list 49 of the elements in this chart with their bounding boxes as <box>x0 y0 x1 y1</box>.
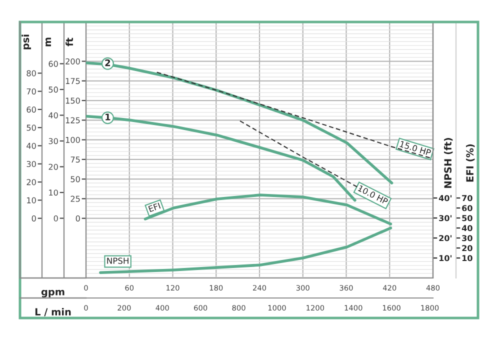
y3-tick-label: 20 <box>26 179 36 186</box>
annotation: NPSH <box>107 258 128 264</box>
y3-tick-label: 30 <box>26 160 36 168</box>
y2-tick-label: 40 <box>48 112 58 118</box>
y-tick-label: 50 <box>462 215 472 222</box>
y2-tick-label: 30' <box>439 215 452 222</box>
y-tick-label: 75 <box>70 156 80 163</box>
x2-axis-title: L / min <box>35 308 71 316</box>
y-tick-label: 40 <box>462 225 472 232</box>
annotation: EFI <box>148 202 161 212</box>
y3-tick-label: 60 <box>26 106 36 113</box>
annotation: 10.0 HP <box>358 185 388 205</box>
y3-tick-label: 0 <box>32 215 36 222</box>
y3-tick-label: 50 <box>26 124 36 131</box>
y3-axis-title: psi <box>22 34 31 50</box>
y-tick-label: 125 <box>66 117 80 124</box>
y2-tick-label: 20 <box>48 164 58 170</box>
y-tick-label: 60 <box>462 205 472 212</box>
y2-tick-label: 10' <box>439 255 452 262</box>
y-tick-label: 30 <box>462 235 472 242</box>
y3-tick-label: 10 <box>27 197 36 204</box>
annotation: 1 <box>106 114 110 120</box>
y-tick-label: 100 <box>66 136 80 143</box>
y2-tick-label: 40' <box>438 195 452 202</box>
y2-tick-label: 50 <box>48 86 58 93</box>
y3-tick-label: 80 <box>26 70 36 76</box>
annotation: 2 <box>105 59 110 66</box>
y3-tick-label: 40 <box>26 142 36 149</box>
y2-axis-title: m <box>46 38 51 46</box>
annotation: 15.0 HP <box>400 140 432 156</box>
y-tick-label: 150 <box>66 98 80 104</box>
x-axis-title: gpm <box>41 290 64 298</box>
y-tick-label: 200 <box>66 58 80 64</box>
y2-tick-label: 20' <box>439 235 452 242</box>
y-tick-label: 50 <box>70 176 80 182</box>
y-axis-title: ft <box>66 38 73 46</box>
y3-tick-label: 70 <box>26 88 36 94</box>
y2-tick-label: 10 <box>49 190 58 196</box>
y2-tick-label: 60 <box>48 60 58 67</box>
y-axis-title: EFI (%) <box>466 144 475 182</box>
y-tick-label: 0 <box>76 215 80 222</box>
y-tick-label: 20 <box>462 245 472 252</box>
y-tick-label: 25 <box>70 196 80 202</box>
y2-tick-label: 30 <box>48 138 58 144</box>
y-tick-label: 10 <box>462 255 472 262</box>
y2-tick-label: 0 <box>54 215 58 222</box>
y2-axis-title: NPSH (ft) <box>444 138 453 188</box>
y-tick-label: 70 <box>462 195 472 202</box>
y-tick-label: 175 <box>66 78 80 84</box>
